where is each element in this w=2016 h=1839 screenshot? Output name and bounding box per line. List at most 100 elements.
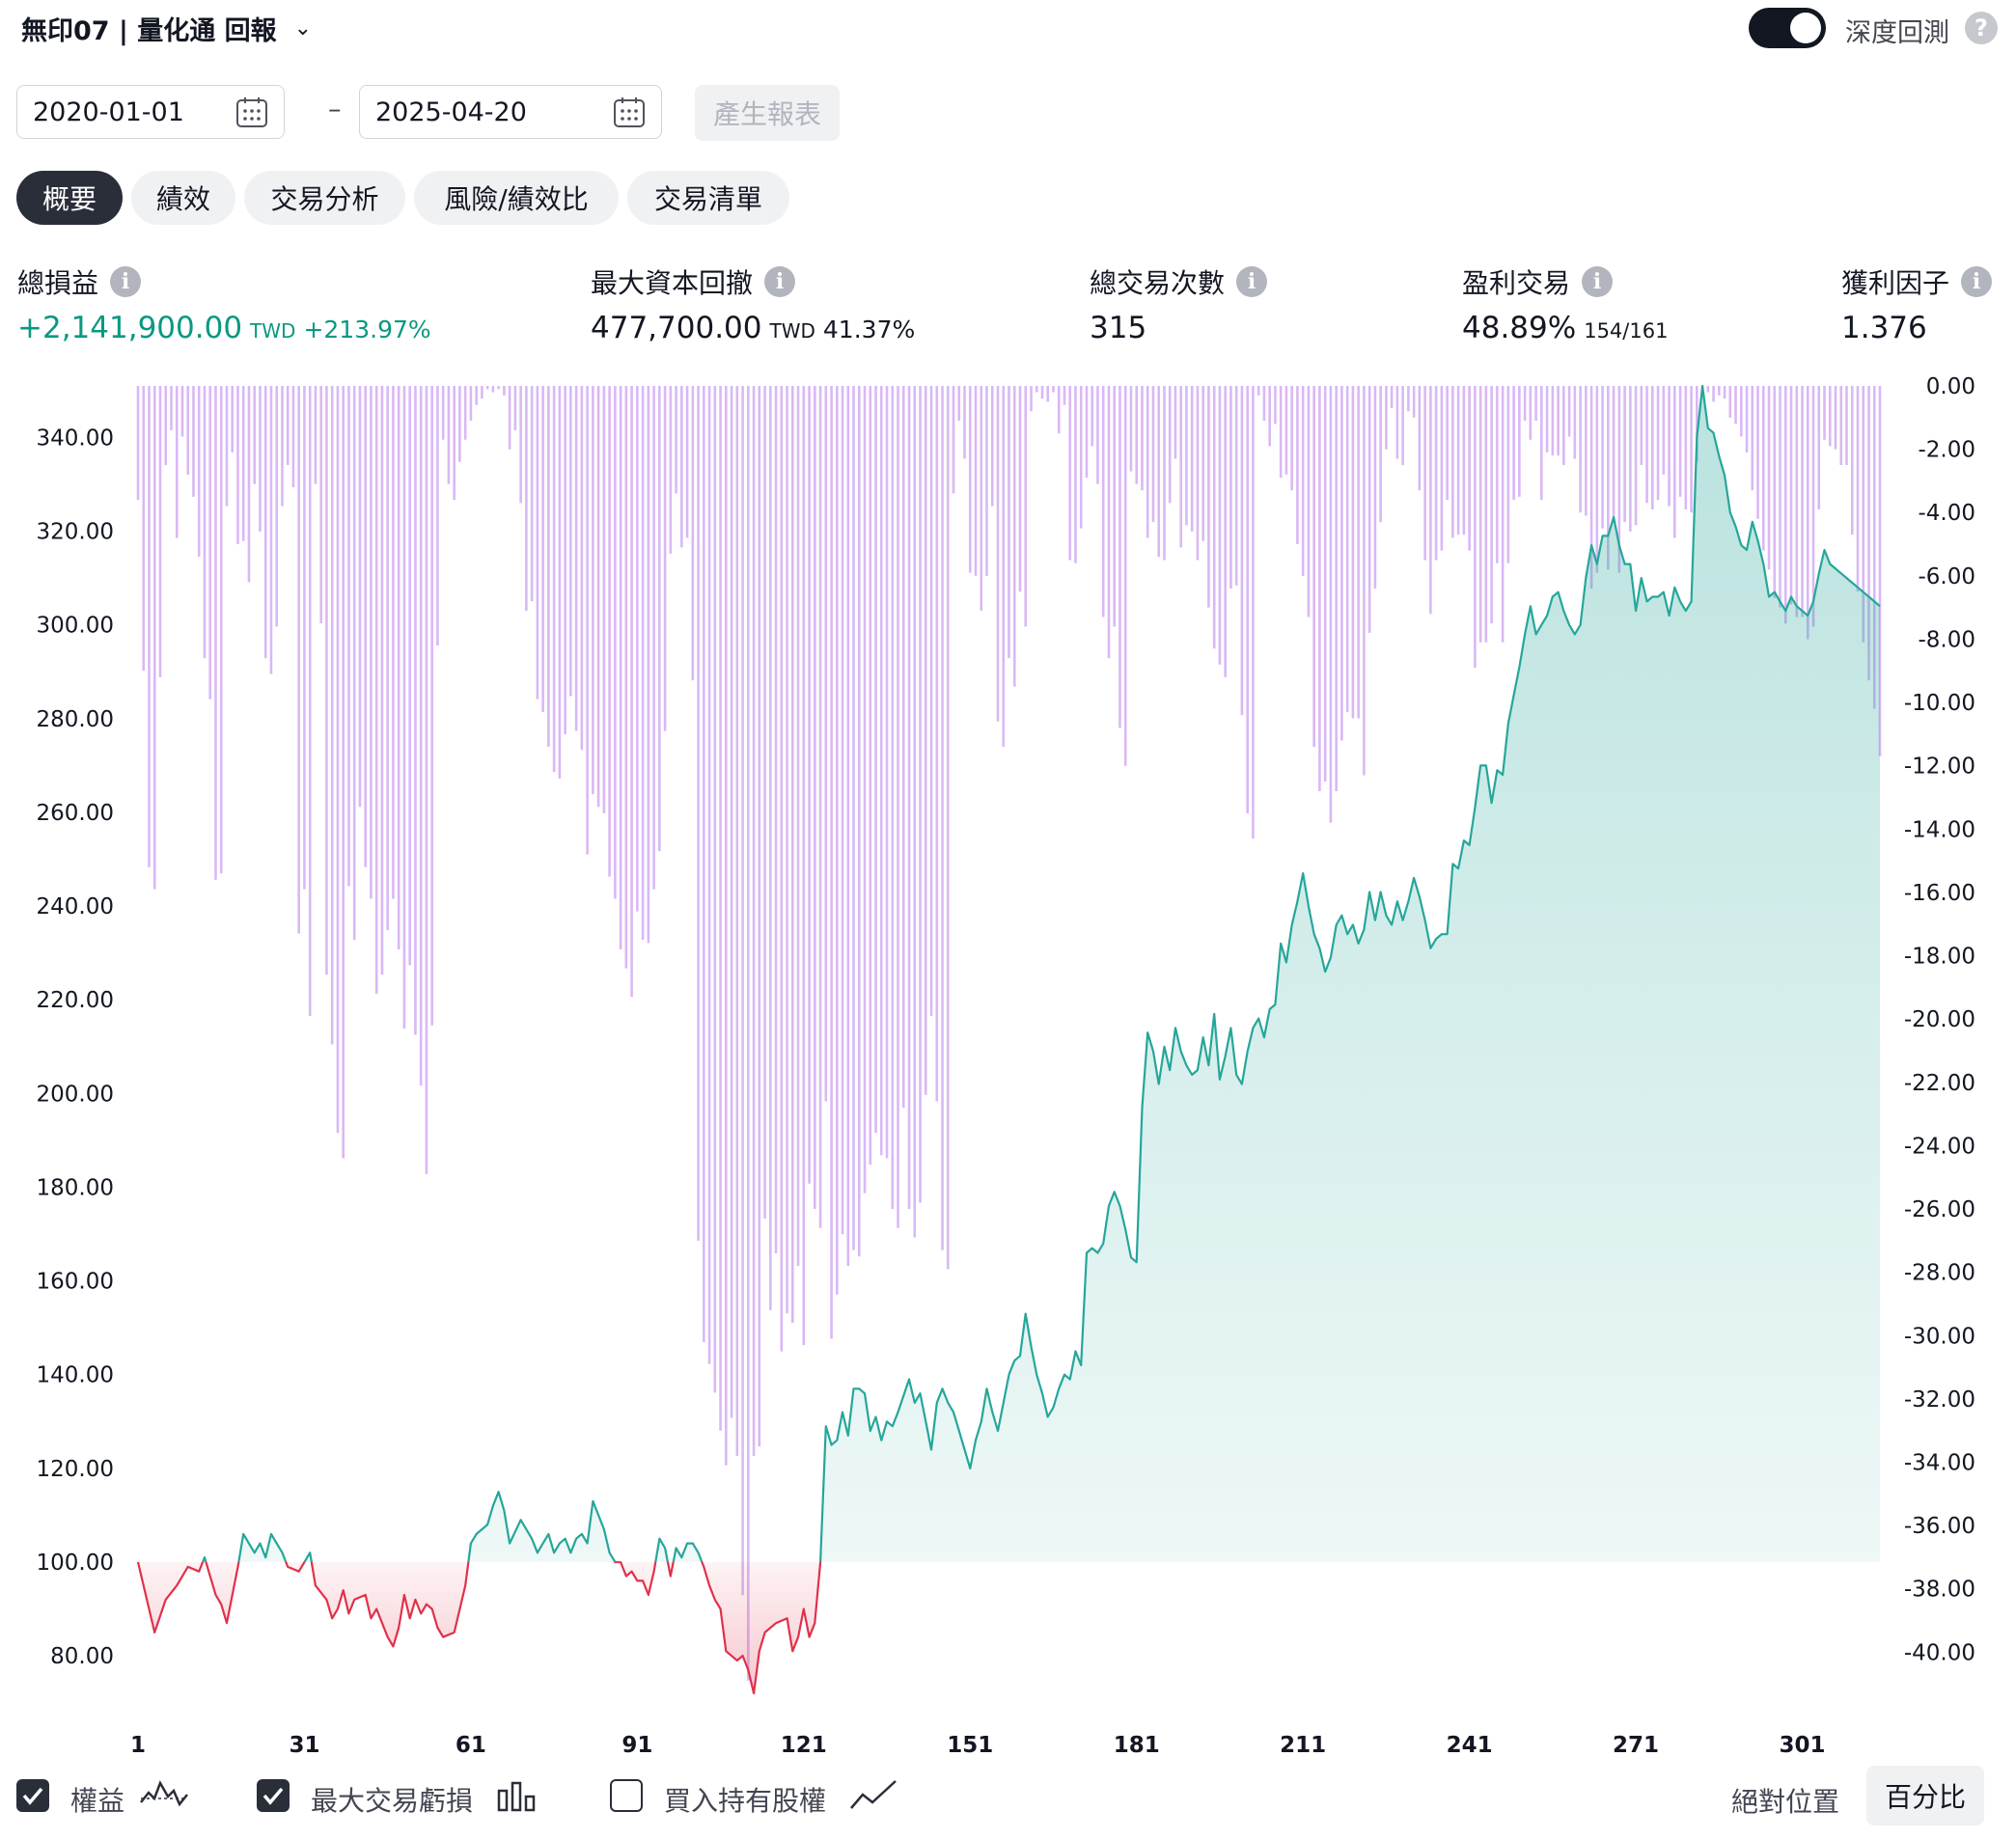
max-loss-checkbox[interactable] [257,1779,290,1812]
y-left-tick: 180.00 [37,1175,114,1200]
y-left-tick: 200.00 [37,1082,114,1107]
deep-backtest-toggle[interactable] [1749,8,1826,48]
equity-area-negative [138,1562,821,1693]
max-trade-loss-bars [136,386,1882,1681]
y-right-tick: -24.00 [1904,1134,1975,1159]
calendar-icon[interactable] [235,96,268,128]
stat-total-pnl-label: 總損益 i [17,262,142,301]
y-left-tick: 80.00 [50,1644,114,1669]
y-right-tick: -36.00 [1904,1514,1975,1539]
start-date-value: 2020-01-01 [33,96,184,127]
total-pnl-unit: TWD [250,319,296,343]
y-right-tick: -30.00 [1904,1324,1975,1349]
stat-win-trades-value: 48.89% 154/161 [1462,311,1668,345]
calendar-icon[interactable] [613,96,646,128]
y-left-tick: 260.00 [37,801,114,826]
x-tick: 301 [1780,1733,1826,1756]
info-icon[interactable]: i [1582,266,1614,297]
report-title: 無印07 | 量化通 回報 [21,16,277,46]
max-drawdown-percent: 41.37% [822,316,916,343]
x-tick: 1 [130,1733,146,1756]
equity-line-positive [137,384,1881,1563]
win-loss-ratio: 154/161 [1584,319,1669,343]
equity-line-icon [140,1780,188,1807]
stat-profit-factor-value: 1.376 [1841,311,1927,345]
mode-absolute-button[interactable]: 絕對位置 [1731,1786,1840,1818]
stat-label-text: 獲利因子 [1841,267,1950,299]
tab-overview[interactable]: 概要 [16,171,123,225]
stat-total-trades-label: 總交易次數 i [1090,262,1268,301]
x-tick: 121 [781,1733,827,1756]
y-right-tick: -8.00 [1918,627,1975,652]
end-date-field[interactable]: 2025-04-20 [359,85,662,139]
info-icon[interactable]: i [1961,266,1993,297]
date-separator: – [328,95,342,124]
y-right-tick: -14.00 [1904,817,1975,842]
y-left-tick: 220.00 [37,988,114,1013]
chevron-down-icon: ⌄ [293,16,313,41]
y-right-tick: -34.00 [1904,1450,1975,1475]
report-title-dropdown[interactable]: 無印07 | 量化通 回報 ⌄ [21,10,312,47]
y-right-tick: -28.00 [1904,1261,1975,1286]
deep-backtest-label: 深度回測 [1845,18,1949,48]
x-tick: 31 [289,1733,319,1756]
info-icon[interactable]: i [1236,266,1268,297]
y-axis-right: 0.00 -2.00 -4.00 -6.00 -8.00 -10.00 -12.00 -14.… [1904,374,1975,1665]
x-tick: 271 [1613,1733,1659,1756]
y-right-tick: -12.00 [1904,755,1975,780]
stat-label-text: 盈利交易 [1462,267,1571,299]
x-tick: 241 [1447,1733,1493,1756]
y-right-tick: -6.00 [1918,564,1975,590]
y-right-tick: 0.00 [1926,374,1975,399]
y-right-tick: -40.00 [1904,1640,1975,1665]
y-left-tick: 100.00 [37,1551,114,1576]
y-right-tick: -20.00 [1904,1007,1975,1032]
stat-label-text: 最大資本回撤 [591,267,754,299]
equity-drawdown-chart[interactable]: 80.00 100.00 120.00 140.00 160.00 180.00 200.0… [0,367,2016,1756]
stat-max-drawdown-value: 477,700.00 TWD 41.37% [591,311,915,345]
y-left-tick: 160.00 [37,1270,114,1295]
tab-performance[interactable]: 績效 [131,171,235,225]
y-right-tick: -10.00 [1904,691,1975,716]
y-left-tick: 140.00 [37,1363,114,1388]
tab-trade-analysis[interactable]: 交易分析 [244,171,405,225]
y-left-tick: 320.00 [37,520,114,545]
x-tick: 91 [621,1733,652,1756]
max-loss-legend-label: 最大交易虧損 [311,1785,474,1817]
check-icon [22,1787,43,1805]
generate-report-button[interactable]: 產生報表 [695,85,840,141]
equity-area-positive [138,386,1880,1563]
trend-line-icon [850,1780,897,1809]
buy-hold-checkbox[interactable] [610,1779,643,1812]
y-left-tick: 120.00 [37,1457,114,1482]
check-icon [262,1787,284,1805]
x-tick: 151 [947,1733,993,1756]
bar-chart-icon [497,1781,536,1812]
total-pnl-percent: +213.97% [303,316,431,343]
start-date-field[interactable]: 2020-01-01 [16,85,285,139]
x-tick: 61 [456,1733,486,1756]
tab-trade-list[interactable]: 交易清單 [627,171,789,225]
toggle-knob [1790,13,1821,43]
y-right-tick: -4.00 [1918,501,1975,526]
stat-total-trades-value: 315 [1090,311,1146,345]
x-axis: 1 31 61 91 121 151 181 211 241 271 301 [130,1733,1826,1756]
y-right-tick: -18.00 [1904,945,1975,970]
tab-risk-ratio[interactable]: 風險/績效比 [414,171,619,225]
x-tick: 181 [1114,1733,1160,1756]
y-left-tick: 240.00 [37,894,114,920]
stat-total-pnl-value: +2,141,900.00 TWD +213.97% [17,311,431,345]
info-icon[interactable]: i [110,266,142,297]
help-icon[interactable]: ? [1965,12,1998,44]
win-rate: 48.89% [1462,311,1577,345]
y-axis-left: 80.00 100.00 120.00 140.00 160.00 180.00 200.0… [37,425,114,1669]
y-right-tick: -26.00 [1904,1197,1975,1222]
max-drawdown-amount: 477,700.00 [591,311,762,345]
info-icon[interactable]: i [764,266,796,297]
mode-percent-button[interactable]: 百分比 [1866,1766,1984,1825]
y-right-tick: -32.00 [1904,1387,1975,1413]
stat-label-text: 總損益 [17,267,99,299]
profit-factor: 1.376 [1841,311,1927,345]
equity-checkbox[interactable] [16,1779,49,1812]
stat-max-drawdown-label: 最大資本回撤 i [591,262,796,301]
